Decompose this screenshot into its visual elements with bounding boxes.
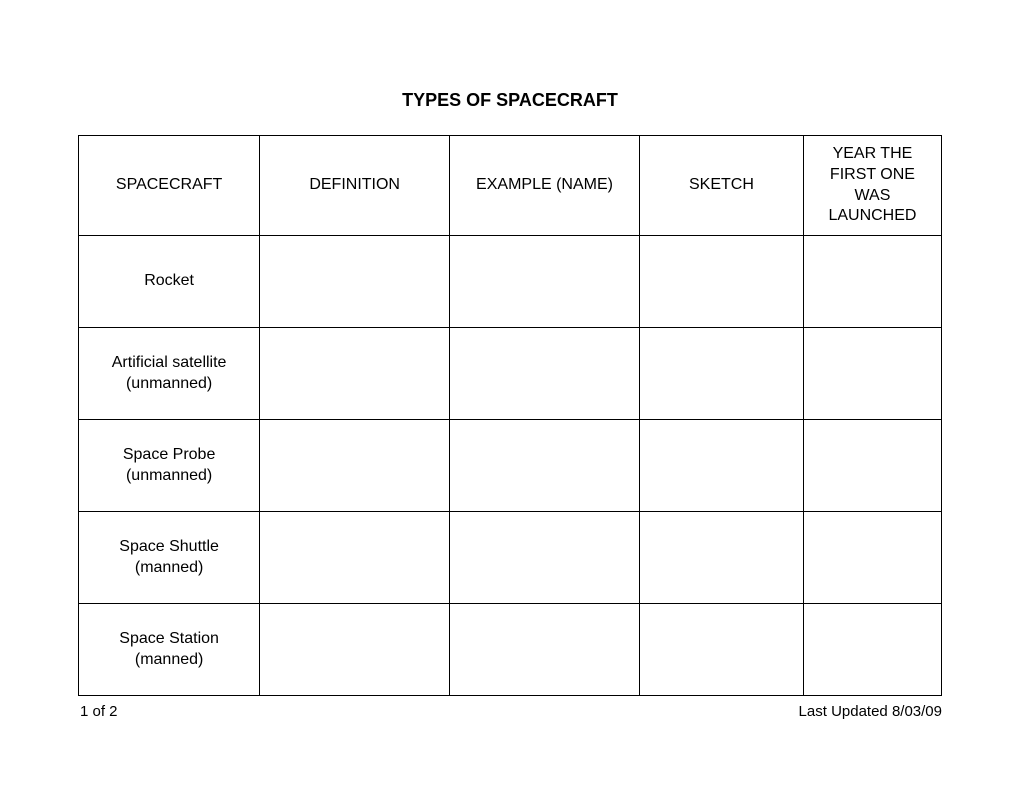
cell-sketch (639, 420, 803, 512)
cell-spacecraft: Artificial satellite (unmanned) (79, 328, 260, 420)
table-row: Rocket (79, 236, 942, 328)
cell-example (450, 328, 640, 420)
cell-example (450, 512, 640, 604)
cell-sketch (639, 328, 803, 420)
column-header-year: YEAR THE FIRST ONE WAS LAUNCHED (803, 136, 941, 236)
cell-sketch (639, 236, 803, 328)
table-row: Space Station (manned) (79, 604, 942, 696)
cell-year (803, 328, 941, 420)
cell-spacecraft: Space Station (manned) (79, 604, 260, 696)
page-footer: 1 of 2 Last Updated 8/03/09 (80, 703, 942, 720)
cell-year (803, 236, 941, 328)
table-row: Space Shuttle (manned) (79, 512, 942, 604)
table-header-row: SPACECRAFT DEFINITION EXAMPLE (NAME) SKE… (79, 136, 942, 236)
column-header-spacecraft: SPACECRAFT (79, 136, 260, 236)
cell-definition (260, 236, 450, 328)
spacecraft-table: SPACECRAFT DEFINITION EXAMPLE (NAME) SKE… (78, 135, 942, 696)
cell-spacecraft: Space Shuttle (manned) (79, 512, 260, 604)
cell-definition (260, 420, 450, 512)
cell-definition (260, 512, 450, 604)
cell-definition (260, 328, 450, 420)
cell-example (450, 236, 640, 328)
cell-example (450, 420, 640, 512)
cell-example (450, 604, 640, 696)
cell-spacecraft: Space Probe (unmanned) (79, 420, 260, 512)
cell-year (803, 604, 941, 696)
table-row: Space Probe (unmanned) (79, 420, 942, 512)
column-header-definition: DEFINITION (260, 136, 450, 236)
page-title: TYPES OF SPACECRAFT (78, 90, 942, 111)
cell-year (803, 512, 941, 604)
last-updated: Last Updated 8/03/09 (799, 703, 942, 720)
cell-spacecraft: Rocket (79, 236, 260, 328)
table-row: Artificial satellite (unmanned) (79, 328, 942, 420)
cell-year (803, 420, 941, 512)
cell-sketch (639, 512, 803, 604)
column-header-sketch: SKETCH (639, 136, 803, 236)
cell-definition (260, 604, 450, 696)
cell-sketch (639, 604, 803, 696)
column-header-example: EXAMPLE (NAME) (450, 136, 640, 236)
page-indicator: 1 of 2 (80, 703, 118, 720)
